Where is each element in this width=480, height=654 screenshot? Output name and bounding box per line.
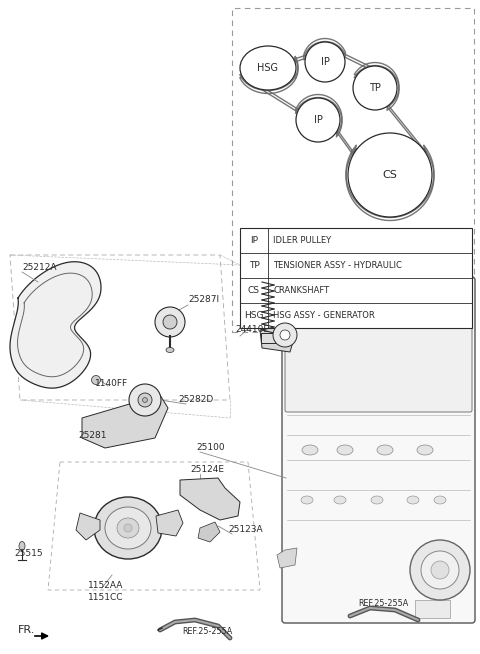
Polygon shape — [10, 262, 101, 388]
Text: HSG: HSG — [244, 311, 264, 320]
Ellipse shape — [305, 42, 345, 82]
Text: FR.: FR. — [18, 625, 36, 635]
FancyBboxPatch shape — [285, 288, 472, 412]
Polygon shape — [180, 478, 240, 520]
Ellipse shape — [94, 497, 162, 559]
Ellipse shape — [310, 288, 314, 292]
Ellipse shape — [431, 561, 449, 579]
Text: REF.25-255A: REF.25-255A — [182, 627, 232, 636]
Text: REF.25-255A: REF.25-255A — [358, 600, 408, 608]
Ellipse shape — [413, 290, 422, 300]
Text: TENSIONER ASSY - HYDRAULIC: TENSIONER ASSY - HYDRAULIC — [273, 261, 402, 270]
Ellipse shape — [155, 307, 185, 337]
Text: 25281: 25281 — [78, 430, 107, 439]
Ellipse shape — [166, 347, 174, 353]
Ellipse shape — [335, 290, 344, 300]
Bar — [261, 333, 275, 343]
Ellipse shape — [19, 542, 25, 551]
Ellipse shape — [377, 445, 393, 455]
Polygon shape — [277, 548, 297, 568]
Ellipse shape — [421, 551, 459, 589]
Ellipse shape — [273, 323, 297, 347]
Polygon shape — [82, 395, 168, 448]
Ellipse shape — [353, 66, 397, 110]
Bar — [415, 600, 450, 618]
Text: 25515: 25515 — [14, 549, 43, 559]
Text: CRANKSHAFT: CRANKSHAFT — [273, 286, 329, 295]
Text: 1140FF: 1140FF — [95, 379, 128, 388]
FancyBboxPatch shape — [282, 277, 475, 623]
Text: 25100: 25100 — [196, 443, 225, 453]
Ellipse shape — [129, 384, 161, 416]
Ellipse shape — [105, 507, 151, 549]
Text: HSG: HSG — [257, 63, 278, 73]
Ellipse shape — [138, 393, 152, 407]
Polygon shape — [76, 513, 100, 540]
Text: 25212A: 25212A — [22, 264, 57, 273]
Text: IP: IP — [313, 115, 323, 125]
Text: TP: TP — [249, 261, 259, 270]
Ellipse shape — [374, 290, 383, 300]
Ellipse shape — [124, 524, 132, 532]
Polygon shape — [156, 510, 183, 536]
Ellipse shape — [334, 496, 346, 504]
Text: 25287I: 25287I — [188, 296, 219, 305]
Ellipse shape — [407, 496, 419, 504]
Text: IP: IP — [321, 57, 329, 67]
Ellipse shape — [296, 290, 304, 300]
Text: 1151CC: 1151CC — [88, 593, 123, 602]
Polygon shape — [198, 522, 220, 542]
Ellipse shape — [417, 445, 433, 455]
Ellipse shape — [296, 98, 340, 142]
Polygon shape — [260, 318, 295, 352]
Ellipse shape — [301, 496, 313, 504]
Text: 24410E: 24410E — [235, 326, 269, 334]
Text: IP: IP — [250, 236, 258, 245]
Text: CS: CS — [383, 170, 397, 180]
Text: HSG ASSY - GENERATOR: HSG ASSY - GENERATOR — [273, 311, 375, 320]
Bar — [415, 570, 450, 588]
Text: 1152AA: 1152AA — [88, 581, 123, 591]
Text: 25123A: 25123A — [228, 526, 263, 534]
Text: CS: CS — [248, 286, 260, 295]
Ellipse shape — [348, 133, 432, 217]
Ellipse shape — [371, 496, 383, 504]
Ellipse shape — [410, 540, 470, 600]
Bar — [232, 8, 474, 332]
Ellipse shape — [117, 518, 139, 538]
Ellipse shape — [453, 290, 461, 300]
Ellipse shape — [280, 330, 290, 340]
Text: IDLER PULLEY: IDLER PULLEY — [273, 236, 331, 245]
Ellipse shape — [302, 445, 318, 455]
Ellipse shape — [163, 315, 177, 329]
Text: TP: TP — [369, 83, 381, 93]
Bar — [240, 228, 472, 328]
Ellipse shape — [296, 296, 304, 304]
Ellipse shape — [434, 496, 446, 504]
Ellipse shape — [337, 445, 353, 455]
Text: 25124E: 25124E — [190, 466, 224, 475]
Ellipse shape — [240, 46, 296, 90]
Ellipse shape — [92, 375, 100, 385]
Ellipse shape — [143, 398, 147, 402]
Text: 25282D: 25282D — [178, 396, 213, 405]
